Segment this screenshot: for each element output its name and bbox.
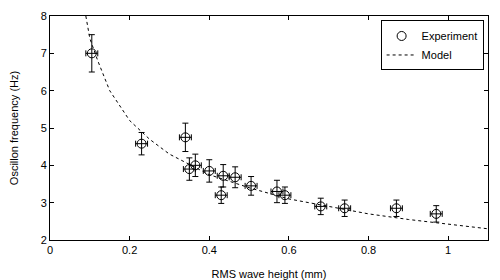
svg-text:6: 6 xyxy=(41,85,47,97)
svg-text:0.8: 0.8 xyxy=(361,244,376,256)
svg-text:Model: Model xyxy=(422,49,452,61)
svg-text:7: 7 xyxy=(41,47,47,59)
svg-text:0.4: 0.4 xyxy=(202,244,217,256)
svg-text:2: 2 xyxy=(41,234,47,246)
svg-text:4: 4 xyxy=(41,159,47,171)
svg-text:Oscillon frequency (Hz): Oscillon frequency (Hz) xyxy=(8,71,20,185)
svg-text:Experiment: Experiment xyxy=(422,30,478,42)
svg-text:1: 1 xyxy=(445,244,451,256)
svg-text:0.2: 0.2 xyxy=(122,244,137,256)
svg-text:3: 3 xyxy=(41,197,47,209)
svg-text:RMS wave height (mm): RMS wave height (mm) xyxy=(212,268,327,280)
svg-text:5: 5 xyxy=(41,122,47,134)
svg-text:0: 0 xyxy=(47,244,53,256)
svg-text:8: 8 xyxy=(41,10,47,22)
svg-text:0.6: 0.6 xyxy=(281,244,296,256)
